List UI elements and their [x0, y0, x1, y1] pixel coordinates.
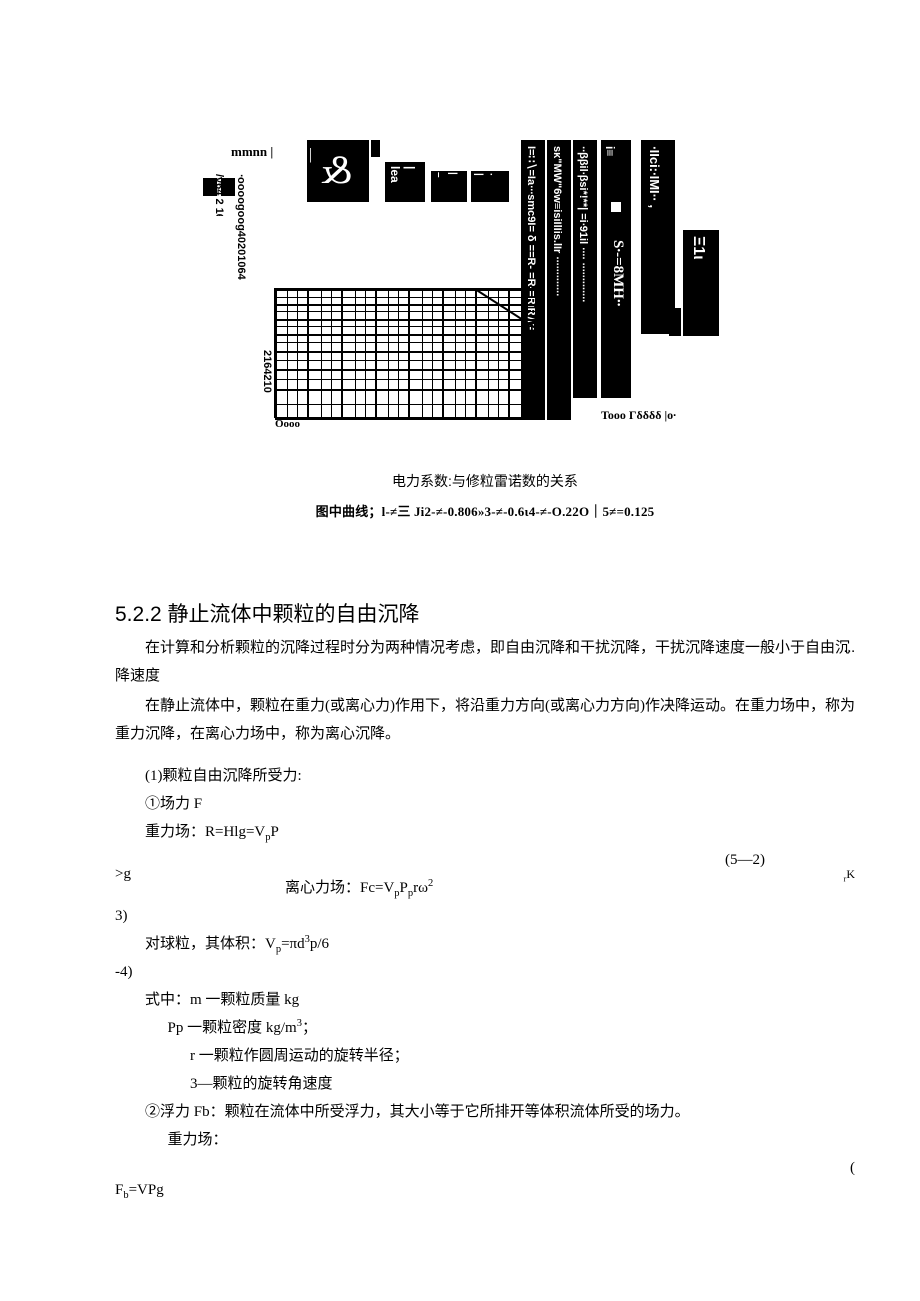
where-2-text: Pp 一颗粒密度 kg/m3；	[168, 1020, 317, 1036]
where-1: 式中：m 一颗粒质量 kg	[115, 986, 855, 1014]
glyph-block: – |	[431, 171, 467, 202]
grav2-text: 重力场：	[168, 1132, 228, 1148]
where-4: 3—颗粒的旋转角速度	[115, 1070, 855, 1098]
sphere-vol-text: 对球粒，其体积：Vp=πd3p/6	[145, 936, 329, 952]
where-2: Pp 一颗粒密度 kg/m3；	[115, 1014, 855, 1042]
section-heading-text: 5.2.2 静止流体中颗粒的自由沉降	[115, 603, 420, 626]
figure-caption-2: 图中曲线；l-≠三 Ji2-≠-0.806»3-≠-0.6ι4-≠-O.22O｜…	[115, 501, 855, 520]
glyph-block: | ∙	[471, 171, 509, 202]
three-label: 3)	[115, 902, 855, 930]
figure-caption-1: 电力系数:与修粒雷诺数的关系	[115, 471, 855, 491]
amp-glyph: &	[321, 146, 352, 193]
line-1: (1)颗粒自由沉降所受力:	[115, 762, 855, 790]
section-heading: 5.2.2 静止流体中颗粒的自由沉降	[115, 598, 855, 628]
lea-label: lea	[388, 166, 402, 200]
glyph-dash: |	[447, 172, 458, 200]
paragraph-1: 在计算和分析颗粒的沉降过程时分为两种情况考虑，即自由沉降和干扰沉降，干扰沉降速度…	[115, 634, 855, 690]
p1-ellipsis: ...	[814, 634, 855, 662]
buoyancy-line: ②浮力 Fb：颗粒在流体中所受浮力，其大小等于它所排开等体积流体所受的场力。	[115, 1098, 855, 1126]
strip-3: ∙∙ββil∙βsi*!**| =i∙91il ∙∙∙∙ ∙∙∙∙∙∙∙∙∙∙∙…	[573, 140, 597, 398]
strip-3-text: ∙∙ββil∙βsi*!**| =i∙91il ∙∙∙∙ ∙∙∙∙∙∙∙∙∙∙∙…	[577, 146, 589, 392]
centrifugal-eq: 离心力场：Fc=VpPprω2	[285, 874, 433, 902]
white-square	[611, 202, 621, 212]
amp-bar: |	[309, 146, 312, 164]
glyph-block: lea |	[385, 162, 425, 202]
glyph-box	[371, 140, 380, 157]
strip-6: Ξ1ι	[683, 230, 719, 336]
grid-diagonal	[275, 289, 537, 419]
y-axis-label-2: ∙oooogoog40201064	[235, 174, 247, 310]
glyph-dash: –	[433, 172, 444, 200]
y-axis-label-3: 2164210	[261, 350, 273, 404]
log-grid	[274, 288, 536, 418]
p1-text: 在计算和分析颗粒的沉降过程时分为两种情况考虑，即自由沉降和干扰沉降，干扰沉降速度…	[145, 640, 850, 656]
eq-row-5-2: >g (5—2) rK	[115, 846, 855, 874]
bottom-right-label: Tooo Γδδδδ |o∙	[601, 408, 676, 423]
strip-6b	[669, 308, 681, 336]
glyph-dot: ∙	[485, 173, 496, 199]
line-2: ①场力 F	[115, 790, 855, 818]
fb-eq: Fb=VPg	[115, 1176, 855, 1204]
reynolds-figure: mmnn | /ν64 2 160 ∙oooogoog40201064 2164…	[171, 140, 681, 435]
glyph-bar: |	[473, 173, 484, 199]
fb-eq-text: Fb=VPg	[115, 1182, 164, 1198]
strip-6-text: Ξ1ι	[689, 236, 707, 330]
paragraph-2: 在静止流体中，颗粒在重力(或离心力)作用下，将沿重力方向(或离心力方向)作决降运…	[115, 692, 855, 748]
line-3: 重力场：R=Hlg=VpP	[115, 818, 855, 846]
lbl-mmnn: mmnn |	[231, 144, 273, 160]
strip-2-text: sκ"MW"6w≡isiIlIis.lIr ∙∙∙∙∙∙∙∙∙∙∙∙∙	[551, 146, 563, 414]
sphere-vol: 对球粒，其体积：Vp=πd3p/6	[115, 930, 855, 958]
centrifugal-row: 离心力场：Fc=VpPprω2	[115, 874, 855, 902]
where-3: r 一颗粒作圆周运动的旋转半径；	[115, 1042, 855, 1070]
eq-5-2: (5—2)	[725, 846, 765, 874]
y-axis-label-1: /ν64 2 160	[213, 174, 225, 216]
strip-5: ∙IIci:∙IMI∙∙ ,	[641, 140, 675, 334]
line-3-text: 重力场：R=Hlg=VpP	[145, 824, 279, 840]
strip-4-top: i≡	[603, 146, 617, 186]
strip-4-main: S∙-=8MH∙∙	[609, 240, 626, 390]
strip-4: i≡ S∙-=8MH∙∙	[601, 140, 631, 398]
strip-2: sκ"MW"6w≡isiIlIis.lIr ∙∙∙∙∙∙∙∙∙∙∙∙∙	[547, 140, 571, 420]
p1-bold: 降速度	[115, 667, 160, 684]
glyph-block-amp: & |	[307, 140, 369, 202]
grav2-line: 重力场：	[115, 1126, 855, 1154]
open-paren: (	[850, 1154, 855, 1182]
pipe-label: |	[403, 166, 417, 200]
open-paren-row: (	[115, 1154, 855, 1176]
strip-5-text: ∙IIci:∙IMI∙∙ ,	[647, 146, 662, 326]
neg4-label: -4)	[115, 958, 855, 986]
